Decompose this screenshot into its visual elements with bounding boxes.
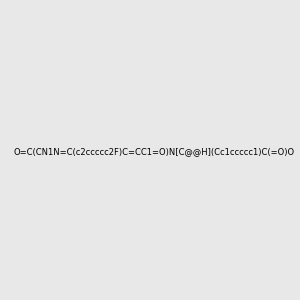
Text: O=C(CN1N=C(c2ccccc2F)C=CC1=O)N[C@@H](Cc1ccccc1)C(=O)O: O=C(CN1N=C(c2ccccc2F)C=CC1=O)N[C@@H](Cc1… xyxy=(13,147,294,156)
